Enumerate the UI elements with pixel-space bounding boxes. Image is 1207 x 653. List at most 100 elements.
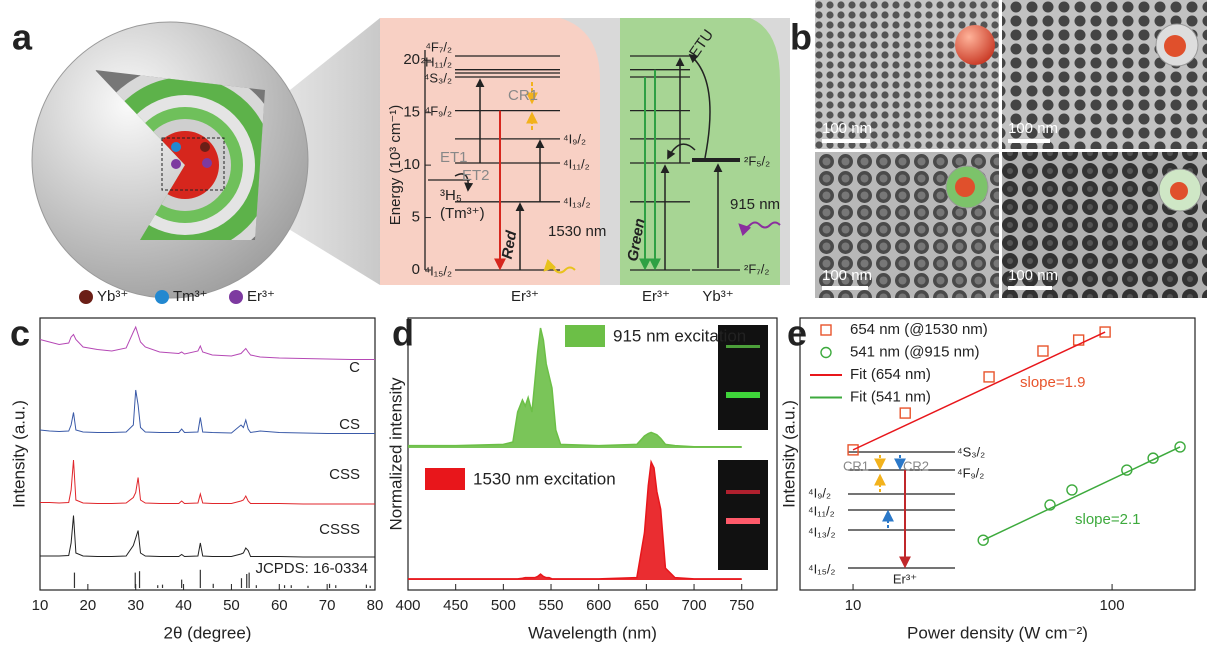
scale-bar-label: 100 nm: [1008, 267, 1058, 284]
legend-dot: [229, 290, 243, 304]
legend-label: 541 nm (@915 nm): [850, 343, 979, 360]
x-tick-label: 80: [367, 597, 384, 614]
spectrum-line: [408, 327, 742, 448]
level-label: ⁴F₉/₂: [957, 465, 984, 480]
annotation: CR1: [843, 458, 869, 473]
y-tick-label: 5: [412, 209, 420, 226]
plot-frame: [39, 317, 376, 591]
annotation: ET2: [462, 167, 490, 184]
x-tick-label: 50: [223, 597, 240, 614]
ion-label: Yb³⁺: [702, 288, 733, 305]
x-tick-label: 40: [175, 597, 192, 614]
inset-glow: [726, 490, 760, 494]
legend-swatch: [565, 325, 605, 347]
legend-label: Tm³⁺: [173, 288, 208, 305]
y-tick-label: 10: [403, 156, 420, 173]
marker: [847, 444, 859, 456]
marker: [1044, 499, 1056, 511]
y-axis-label: Normalized intensity: [386, 377, 405, 531]
shell-region: [620, 18, 780, 285]
panel-label: b: [790, 17, 812, 58]
plot-frame: [407, 317, 778, 591]
legend-marker: [820, 324, 832, 336]
ion-label: Er³⁺: [511, 288, 539, 305]
level-label: ⁴I₉/₂: [563, 131, 586, 146]
y-tick-label: 0: [412, 261, 420, 278]
legend-dot: [79, 290, 93, 304]
scale-bar-label: 100 nm: [1008, 120, 1058, 137]
legend-label: Yb³⁺: [97, 288, 128, 305]
fit-line: [982, 446, 1181, 541]
particle-icon: [955, 177, 975, 197]
legend-marker: [820, 346, 832, 359]
energy-axis-label: Energy (10³ cm⁻¹): [387, 105, 404, 225]
legend-label: Fit (654 nm): [850, 366, 931, 383]
level-label: ⁴I₁₅/₂: [425, 263, 452, 278]
series-label: CSSS: [319, 521, 360, 538]
ion-dot: [171, 159, 181, 169]
y-tick-label: 20: [403, 51, 420, 68]
x-tick-label: 550: [539, 597, 564, 614]
marker: [1099, 326, 1111, 338]
xrd-pattern: [39, 325, 375, 360]
annotation: Red: [499, 229, 521, 261]
level-label: ²F₇/₂: [744, 261, 769, 276]
particles: [815, 0, 999, 149]
x-tick-label: 10: [845, 597, 862, 614]
annotation: CR2: [903, 458, 929, 473]
legend-swatch: [425, 468, 465, 490]
level-label: ⁴S₃/₂: [424, 70, 452, 85]
legend-label: 654 nm (@1530 nm): [850, 321, 988, 338]
level-label: ⁴F₉/₂: [425, 103, 452, 118]
x-tick-label: 400: [395, 597, 420, 614]
level-labels: ⁴F₇/₂ ²H₁₁/₂ ⁴S₃/₂ ⁴F₉/₂ ⁴I₉/₂ ⁴I₁₁/₂ ⁴I…: [421, 39, 770, 278]
annotation: slope=2.1: [1075, 511, 1140, 528]
level-label: ⁴I₁₃/₂: [808, 524, 836, 539]
y-axis-label: Intensity (a.u.): [9, 400, 28, 508]
legend-label: Fit (541 nm): [850, 388, 931, 405]
plot-frame: [799, 317, 1196, 591]
panel-label: c: [10, 313, 30, 354]
annotation: 1530 nm: [548, 223, 606, 240]
inset-photo: [718, 325, 768, 430]
inset-glow: [726, 345, 760, 348]
series-label: C: [349, 359, 360, 376]
x-tick-label: 60: [271, 597, 288, 614]
x-tick-label: 500: [491, 597, 516, 614]
particle-icon: [1170, 182, 1188, 200]
x-axis-label: Wavelength (nm): [528, 623, 657, 642]
level-label: ⁴I₉/₂: [808, 485, 831, 500]
particle-icon: [955, 25, 995, 65]
x-axis-label: Power density (W cm⁻²): [907, 623, 1088, 642]
legend-label: 1530 nm excitation: [473, 469, 616, 488]
sphere: [31, 21, 309, 299]
transitions: [454, 53, 781, 274]
annotation: ET1: [440, 149, 468, 166]
legend-dot: [155, 290, 169, 304]
marker: [983, 371, 995, 383]
reference-label: JCPDS: 16-0334: [255, 560, 368, 577]
ion-dot: [200, 142, 210, 152]
y-axis-label: Intensity (a.u.): [779, 400, 798, 508]
annotation: (Tm³⁺): [440, 205, 485, 222]
level-label: ²H₁₁/₂: [421, 54, 452, 69]
annotation: slope=1.9: [1020, 374, 1085, 391]
x-tick-label: 650: [634, 597, 659, 614]
level-label: ⁴S₃/₂: [957, 444, 985, 459]
zoom-box: [161, 137, 225, 191]
x-tick-label: 600: [586, 597, 611, 614]
level-label: ⁴I₁₃/₂: [563, 194, 591, 209]
level-label: ²F₅/₂: [744, 153, 770, 168]
y-tick-label: 15: [403, 104, 420, 121]
spectrum-line: [408, 459, 742, 580]
inset-photo: [718, 460, 768, 570]
annotation: 915 nm: [730, 196, 780, 213]
scale-bar-label: 100 nm: [822, 267, 872, 284]
panel-label: a: [12, 17, 33, 58]
fit-line: [852, 331, 1106, 451]
level-label: ⁴I₁₁/₂: [808, 503, 835, 518]
core-region: [380, 18, 600, 285]
series-label: CS: [339, 416, 360, 433]
xrd-pattern: [39, 389, 375, 434]
